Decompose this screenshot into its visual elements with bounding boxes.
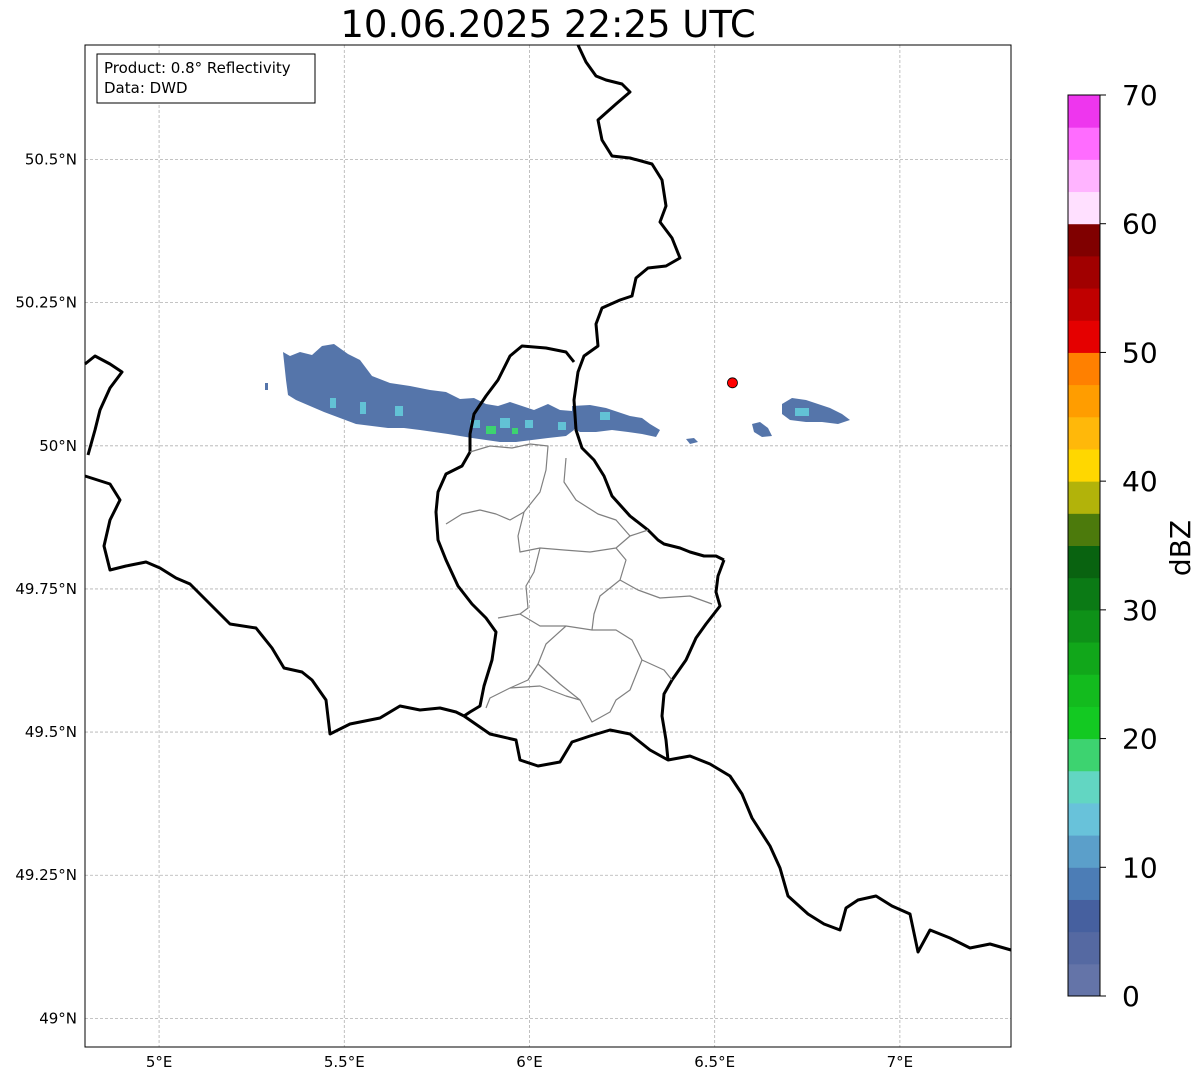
- echo-small-1: [686, 438, 698, 444]
- echo-speck-west: [265, 383, 268, 390]
- colorbar-segment: [1068, 770, 1100, 804]
- echo-band-mid: [572, 405, 660, 437]
- colorbar-segment: [1068, 95, 1100, 128]
- colorbar-border: [1067, 94, 1101, 997]
- map-title: 10.06.2025 22:25 UTC: [340, 3, 756, 46]
- map-border: [84, 44, 1012, 1048]
- border-france-north: [84, 354, 124, 456]
- border-france-luxembourg-germany: [463, 714, 1012, 954]
- colorbar-segment: [1068, 545, 1100, 579]
- colorbar-tick-label: 20: [1122, 723, 1158, 756]
- colorbar-segment: [1068, 255, 1100, 289]
- echo-cluster-east: [782, 398, 850, 424]
- echo-moderate-cells: [330, 398, 809, 430]
- colorbar-segment: [1068, 706, 1100, 740]
- colorbar-tick-label: 40: [1122, 465, 1158, 498]
- lat-tick-label: 50°N: [39, 437, 77, 455]
- colorbar-segment: [1068, 416, 1100, 450]
- colorbar-segment: [1068, 223, 1100, 257]
- colorbar-segment: [1068, 963, 1100, 997]
- axis-ticks: 5°E 5.5°E 6°E 6.5°E 7°E 50.5°N 50.25°N 50°N 49.7…: [15, 151, 913, 1071]
- colorbar-segment: [1068, 513, 1100, 546]
- colorbar-segment: [1068, 802, 1100, 836]
- echo-small-2: [752, 422, 772, 437]
- colorbar-tick-label: 10: [1122, 851, 1158, 884]
- lon-tick-label: 7°E: [887, 1053, 914, 1071]
- radar-site-marker: [727, 377, 738, 389]
- info-product: Product: 0.8° Reflectivity: [104, 59, 291, 77]
- lat-tick-label: 49°N: [39, 1009, 77, 1027]
- lon-tick-label: 6.5°E: [694, 1053, 735, 1071]
- lon-tick-label: 5°E: [146, 1053, 173, 1071]
- colorbar-segment: [1068, 642, 1100, 675]
- colorbar-segment: [1068, 191, 1100, 225]
- colorbar-segment: [1068, 352, 1100, 386]
- colorbar-segment: [1068, 159, 1100, 193]
- border-france-belgium: [84, 474, 465, 736]
- colorbar-segment: [1068, 835, 1100, 868]
- colorbar-segment: [1068, 288, 1100, 321]
- info-box: Product: 0.8° Reflectivity Data: DWD: [96, 53, 316, 104]
- colorbar-segment: [1068, 899, 1100, 933]
- lat-tick-label: 50.5°N: [25, 151, 77, 169]
- colorbar-segment: [1068, 931, 1100, 965]
- lat-tick-label: 50.25°N: [15, 294, 77, 312]
- map-plot-area: [85, 45, 1011, 1047]
- colorbar-segment: [1068, 609, 1100, 643]
- colorbar-segment: [1068, 320, 1100, 353]
- lat-tick-label: 49.75°N: [15, 580, 77, 598]
- radar-echoes: [265, 344, 850, 444]
- canton-borders: [445, 443, 713, 723]
- colorbar-tick-label: 60: [1122, 208, 1158, 241]
- colorbar-tick-label: 50: [1122, 336, 1158, 369]
- colorbar-segment: [1068, 738, 1100, 772]
- colorbar-segment: [1068, 127, 1100, 160]
- echo-strong-cells: [486, 426, 518, 434]
- colorbar-segment: [1068, 577, 1100, 611]
- echo-band-west: [283, 344, 574, 442]
- colorbar-tick-label: 30: [1122, 594, 1158, 627]
- lon-tick-label: 5.5°E: [324, 1053, 365, 1071]
- colorbar-segment: [1068, 867, 1100, 900]
- border-luxembourg: [434, 344, 576, 718]
- border-luxembourg-germany: [660, 559, 726, 761]
- lat-tick-label: 49.25°N: [15, 866, 77, 884]
- colorbar-tick-label: 0: [1122, 980, 1140, 1013]
- lon-tick-label: 6°E: [516, 1053, 543, 1071]
- national-borders: [84, 44, 1012, 954]
- colorbar-segment: [1068, 481, 1100, 514]
- colorbar-label: dBZ: [1164, 520, 1197, 576]
- colorbar-segment: [1068, 384, 1100, 418]
- colorbar-tick-label: 70: [1122, 79, 1158, 112]
- lat-tick-label: 49.5°N: [25, 723, 77, 741]
- colorbar-segment: [1068, 674, 1100, 707]
- colorbar: 0 10 20 30 40 50 60 70: [1067, 79, 1158, 1013]
- border-belgium-germany-north: [572, 44, 725, 562]
- info-data-source: Data: DWD: [104, 79, 188, 97]
- colorbar-segment: [1068, 448, 1100, 482]
